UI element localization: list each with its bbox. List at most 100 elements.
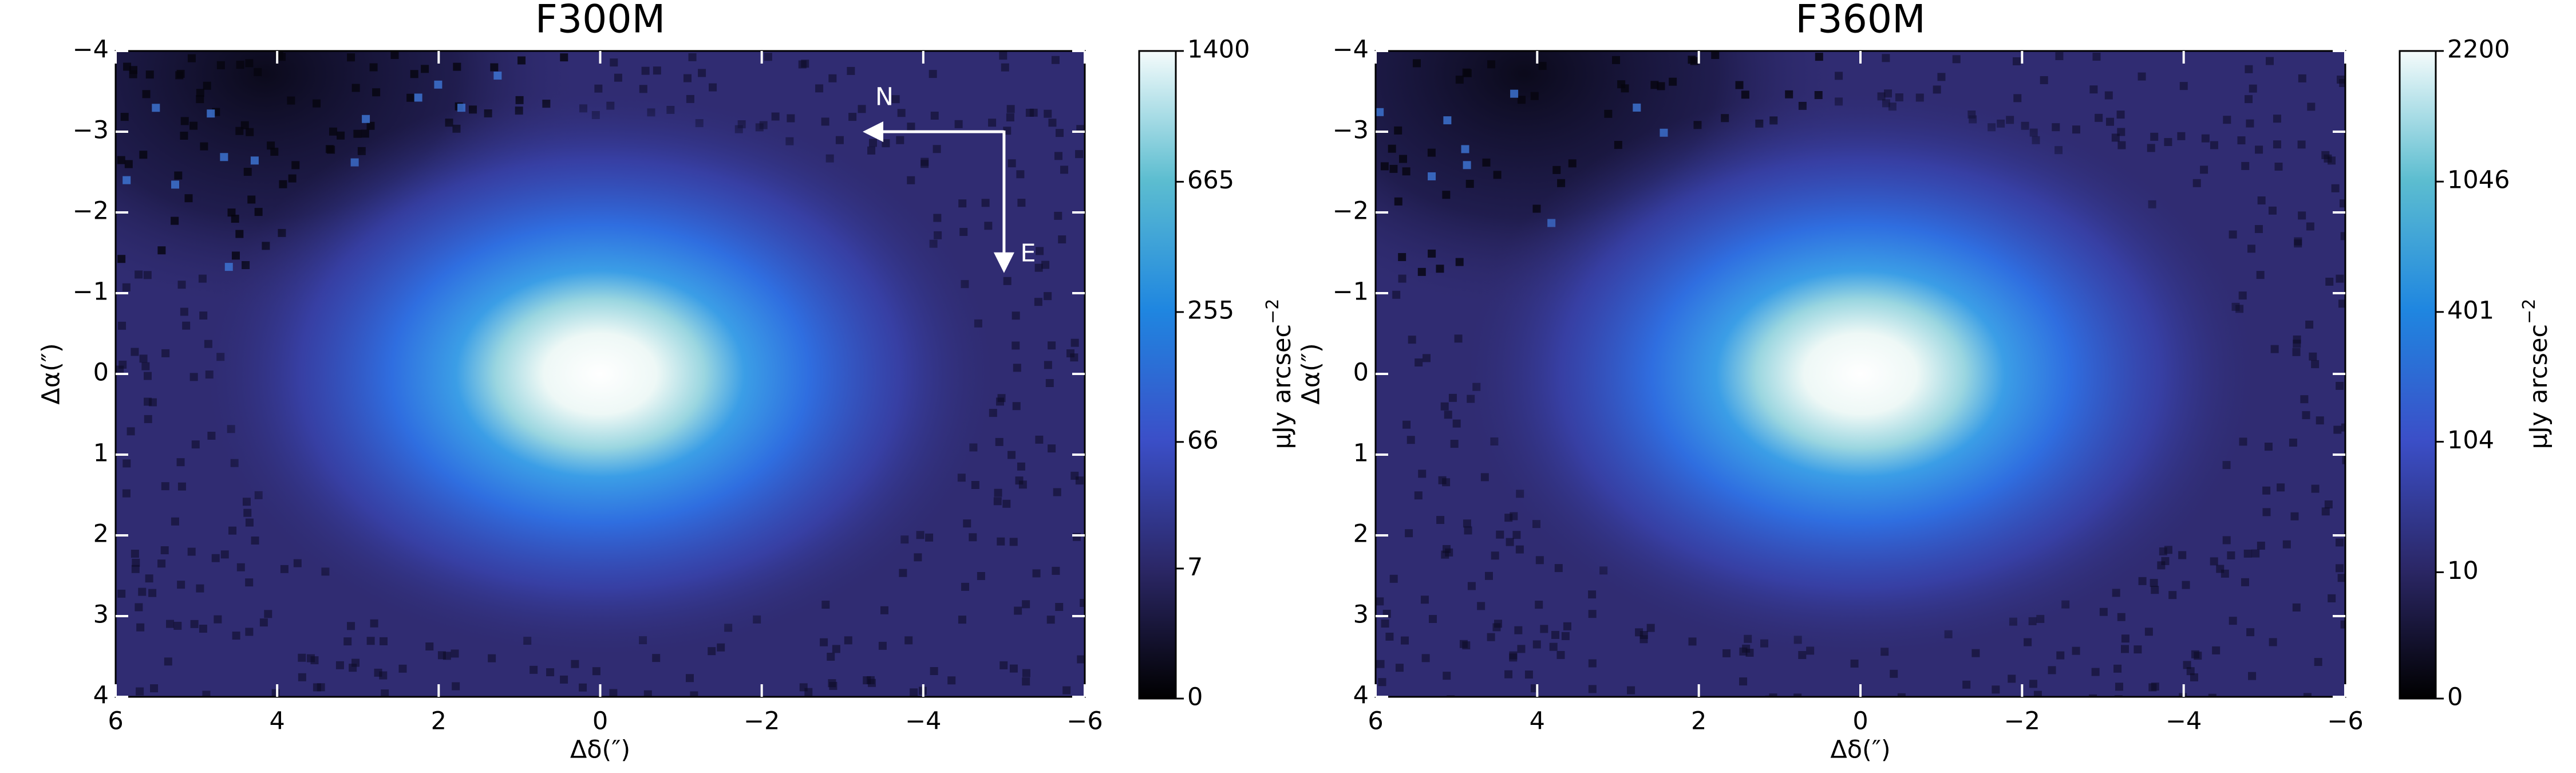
noise-pixel (2311, 484, 2320, 493)
noise-pixel (437, 651, 446, 660)
noise-pixel (231, 215, 239, 223)
noise-pixel (1722, 649, 1731, 657)
noise-pixel (2227, 551, 2235, 559)
noise-pixel (2117, 141, 2126, 149)
colorbar-tick-label: 2200 (2447, 36, 2510, 64)
noise-pixel (963, 519, 971, 528)
noise-pixel (227, 208, 236, 217)
noise-pixel (930, 666, 938, 675)
y-tick-label: 2 (1353, 520, 1369, 549)
noise-pixel (709, 83, 717, 92)
noise-pixel (1463, 69, 1472, 77)
noise-pixel (2117, 128, 2125, 136)
noise-pixel (335, 661, 344, 669)
noise-pixel (157, 559, 166, 568)
noise-pixel (1062, 686, 1071, 695)
noise-pixel (177, 281, 186, 289)
noise-pixel (1017, 199, 1026, 207)
noise-pixel (1401, 636, 1409, 645)
noise-pixel (1464, 526, 1472, 535)
noise-pixel (1454, 334, 1463, 343)
colorbar (1138, 50, 1177, 700)
noise-pixel (1405, 529, 1413, 538)
noise-pixel (129, 70, 137, 78)
colorbar-tick-label: 10 (2447, 557, 2479, 585)
noise-pixel (2341, 423, 2345, 432)
noise-pixel (451, 649, 459, 658)
noise-pixel (933, 145, 941, 153)
noise-pixel (1510, 89, 1519, 98)
noise-pixel (2089, 85, 2098, 94)
noise-pixel (1414, 491, 1423, 500)
noise-pixel (1376, 660, 1385, 668)
noise-pixel (171, 180, 180, 189)
noise-pixel (259, 618, 268, 627)
noise-pixel (2321, 507, 2330, 516)
colorbar-tick-label: 665 (1187, 166, 1234, 195)
noise-pixel (1494, 620, 1503, 628)
noise-pixel (958, 616, 966, 624)
noise-pixel (1504, 670, 1513, 679)
noise-pixel (145, 574, 153, 583)
noise-pixel (977, 572, 985, 581)
noise-pixel (1467, 582, 1476, 590)
noise-pixel (2201, 134, 2210, 143)
noise-pixel (880, 606, 888, 614)
noise-pixel (2340, 232, 2345, 240)
noise-pixel (2116, 111, 2125, 119)
noise-pixel (1394, 197, 1402, 206)
noise-pixel (2223, 116, 2231, 124)
noise-pixel (1394, 126, 1402, 135)
noise-pixel (196, 89, 204, 97)
colorbar-label-exponent: −2 (2519, 299, 2539, 324)
noise-pixel (347, 53, 355, 62)
noise-pixel (1448, 393, 1457, 402)
x-tick-label: −2 (2004, 707, 2040, 736)
noise-pixel (220, 153, 228, 161)
noise-pixel (1398, 274, 1406, 283)
noise-pixel (2305, 320, 2314, 329)
noise-pixel (2048, 666, 2056, 675)
noise-pixel (2183, 661, 2191, 669)
noise-pixel (907, 176, 915, 184)
noise-pixel (1032, 569, 1041, 578)
noise-pixel (141, 362, 150, 370)
noise-pixel (2247, 244, 2255, 253)
noise-pixel (271, 689, 280, 697)
noise-pixel (1006, 105, 1015, 113)
noise-pixel (1735, 81, 1744, 89)
noise-pixel (366, 121, 375, 130)
noise-pixel (2251, 549, 2260, 558)
noise-pixel (2336, 381, 2344, 390)
noise-pixel (490, 63, 499, 72)
noise-pixel (1421, 654, 1430, 662)
noise-pixel (2336, 274, 2344, 283)
x-tick-label: −6 (2327, 707, 2363, 736)
noise-pixel (236, 563, 245, 571)
noise-pixel (988, 119, 997, 127)
noise-pixel (2056, 651, 2065, 660)
noise-pixel (196, 95, 204, 104)
noise-pixel (144, 415, 152, 423)
noise-pixel (232, 632, 240, 640)
noise-pixel (2105, 117, 2114, 126)
noise-pixel (1406, 436, 1415, 444)
colorbar-label: μJy arcsec−2 (2519, 299, 2553, 449)
noise-pixel (1077, 655, 1085, 664)
noise-pixel (2243, 549, 2252, 558)
noise-pixel (1051, 56, 1060, 64)
noise-pixel (560, 53, 568, 62)
noise-pixel (200, 142, 208, 151)
noise-pixel (1070, 353, 1078, 362)
noise-pixel (2178, 551, 2187, 559)
noise-pixel (1048, 341, 1056, 350)
noise-pixel (1450, 440, 1459, 448)
noise-pixel (2246, 628, 2255, 637)
noise-pixel (2208, 693, 2217, 697)
noise-pixel (2302, 411, 2310, 420)
noise-pixel (1890, 669, 1898, 678)
noise-pixel (123, 176, 131, 184)
noise-pixel (787, 114, 795, 123)
noise-pixel (2164, 138, 2172, 147)
